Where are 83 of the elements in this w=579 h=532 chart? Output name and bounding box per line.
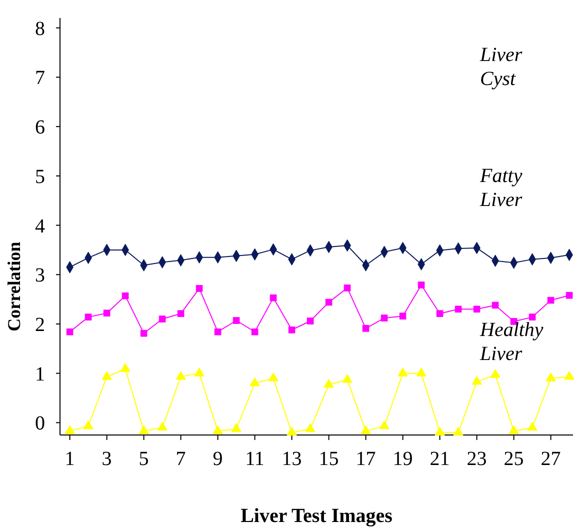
point <box>270 294 277 302</box>
point <box>453 426 464 436</box>
point <box>398 368 408 376</box>
point <box>454 306 462 313</box>
point <box>103 310 110 317</box>
y-tick-label: 4 <box>35 215 45 238</box>
point <box>360 425 371 434</box>
point <box>490 368 500 378</box>
x-tick-label: 15 <box>318 448 339 470</box>
point <box>342 374 352 383</box>
x-tick-label: 21 <box>430 448 450 470</box>
point <box>305 423 316 432</box>
point <box>306 318 314 324</box>
point <box>528 314 536 320</box>
point <box>564 370 574 380</box>
point <box>492 302 499 309</box>
x-tick-label: 7 <box>176 448 186 470</box>
point <box>416 368 426 376</box>
x-tick-label: 17 <box>356 448 376 470</box>
point <box>140 330 148 337</box>
x-tick-label: 13 <box>282 448 302 470</box>
annotation: Fatty Liver <box>479 164 522 211</box>
point <box>250 377 260 386</box>
x-tick-label: 27 <box>540 448 561 470</box>
y-tick-label: 2 <box>35 314 45 336</box>
point <box>194 368 204 376</box>
point <box>325 298 332 306</box>
x-tick-label: 5 <box>138 448 149 470</box>
y-tick-label: 3 <box>35 264 45 287</box>
annotation: Liver Cyst <box>479 44 522 90</box>
x-tick-label: 19 <box>392 448 413 470</box>
annotation: Healthy Liver <box>479 319 544 366</box>
point <box>288 326 296 334</box>
point <box>232 317 240 324</box>
point <box>344 284 351 292</box>
y-tick-label: 5 <box>35 166 45 188</box>
y-tick-label: 0 <box>35 412 45 435</box>
y-tick-label: 7 <box>35 67 45 90</box>
point <box>158 316 166 322</box>
point <box>251 328 258 336</box>
point <box>418 282 425 288</box>
y-axis-title: Correlation <box>4 242 24 332</box>
point <box>268 372 278 382</box>
point <box>436 310 444 318</box>
point <box>66 328 74 336</box>
x-tick-label: 25 <box>504 448 524 470</box>
x-tick-label: 23 <box>466 448 487 470</box>
point <box>527 422 538 431</box>
point <box>286 426 297 436</box>
x-tick-label: 1 <box>64 448 75 470</box>
point <box>547 296 554 304</box>
y-tick-label: 1 <box>35 363 45 386</box>
x-tick-label: 3 <box>102 448 112 470</box>
point <box>177 310 184 318</box>
point <box>434 426 445 436</box>
point <box>102 370 112 380</box>
point <box>196 285 203 292</box>
point <box>231 423 242 432</box>
point <box>508 425 519 434</box>
y-tick-label: 6 <box>35 116 45 139</box>
point <box>473 306 480 313</box>
point <box>546 372 556 382</box>
point <box>212 425 223 434</box>
point <box>64 425 75 434</box>
point <box>120 363 130 372</box>
x-tick-label: 9 <box>212 448 223 470</box>
point <box>214 328 222 336</box>
point <box>379 420 390 430</box>
point <box>362 324 370 332</box>
point <box>122 292 129 300</box>
point <box>566 292 573 299</box>
point <box>324 378 334 388</box>
point <box>176 370 186 380</box>
point <box>84 314 92 320</box>
point <box>138 425 149 434</box>
y-tick-label: 8 <box>35 18 45 40</box>
point <box>399 312 406 320</box>
x-axis-title: Liver Test Images <box>240 505 393 527</box>
point <box>157 422 168 431</box>
point <box>83 420 94 430</box>
x-tick-label: 11 <box>245 448 264 470</box>
point <box>380 314 388 322</box>
point <box>472 376 482 385</box>
